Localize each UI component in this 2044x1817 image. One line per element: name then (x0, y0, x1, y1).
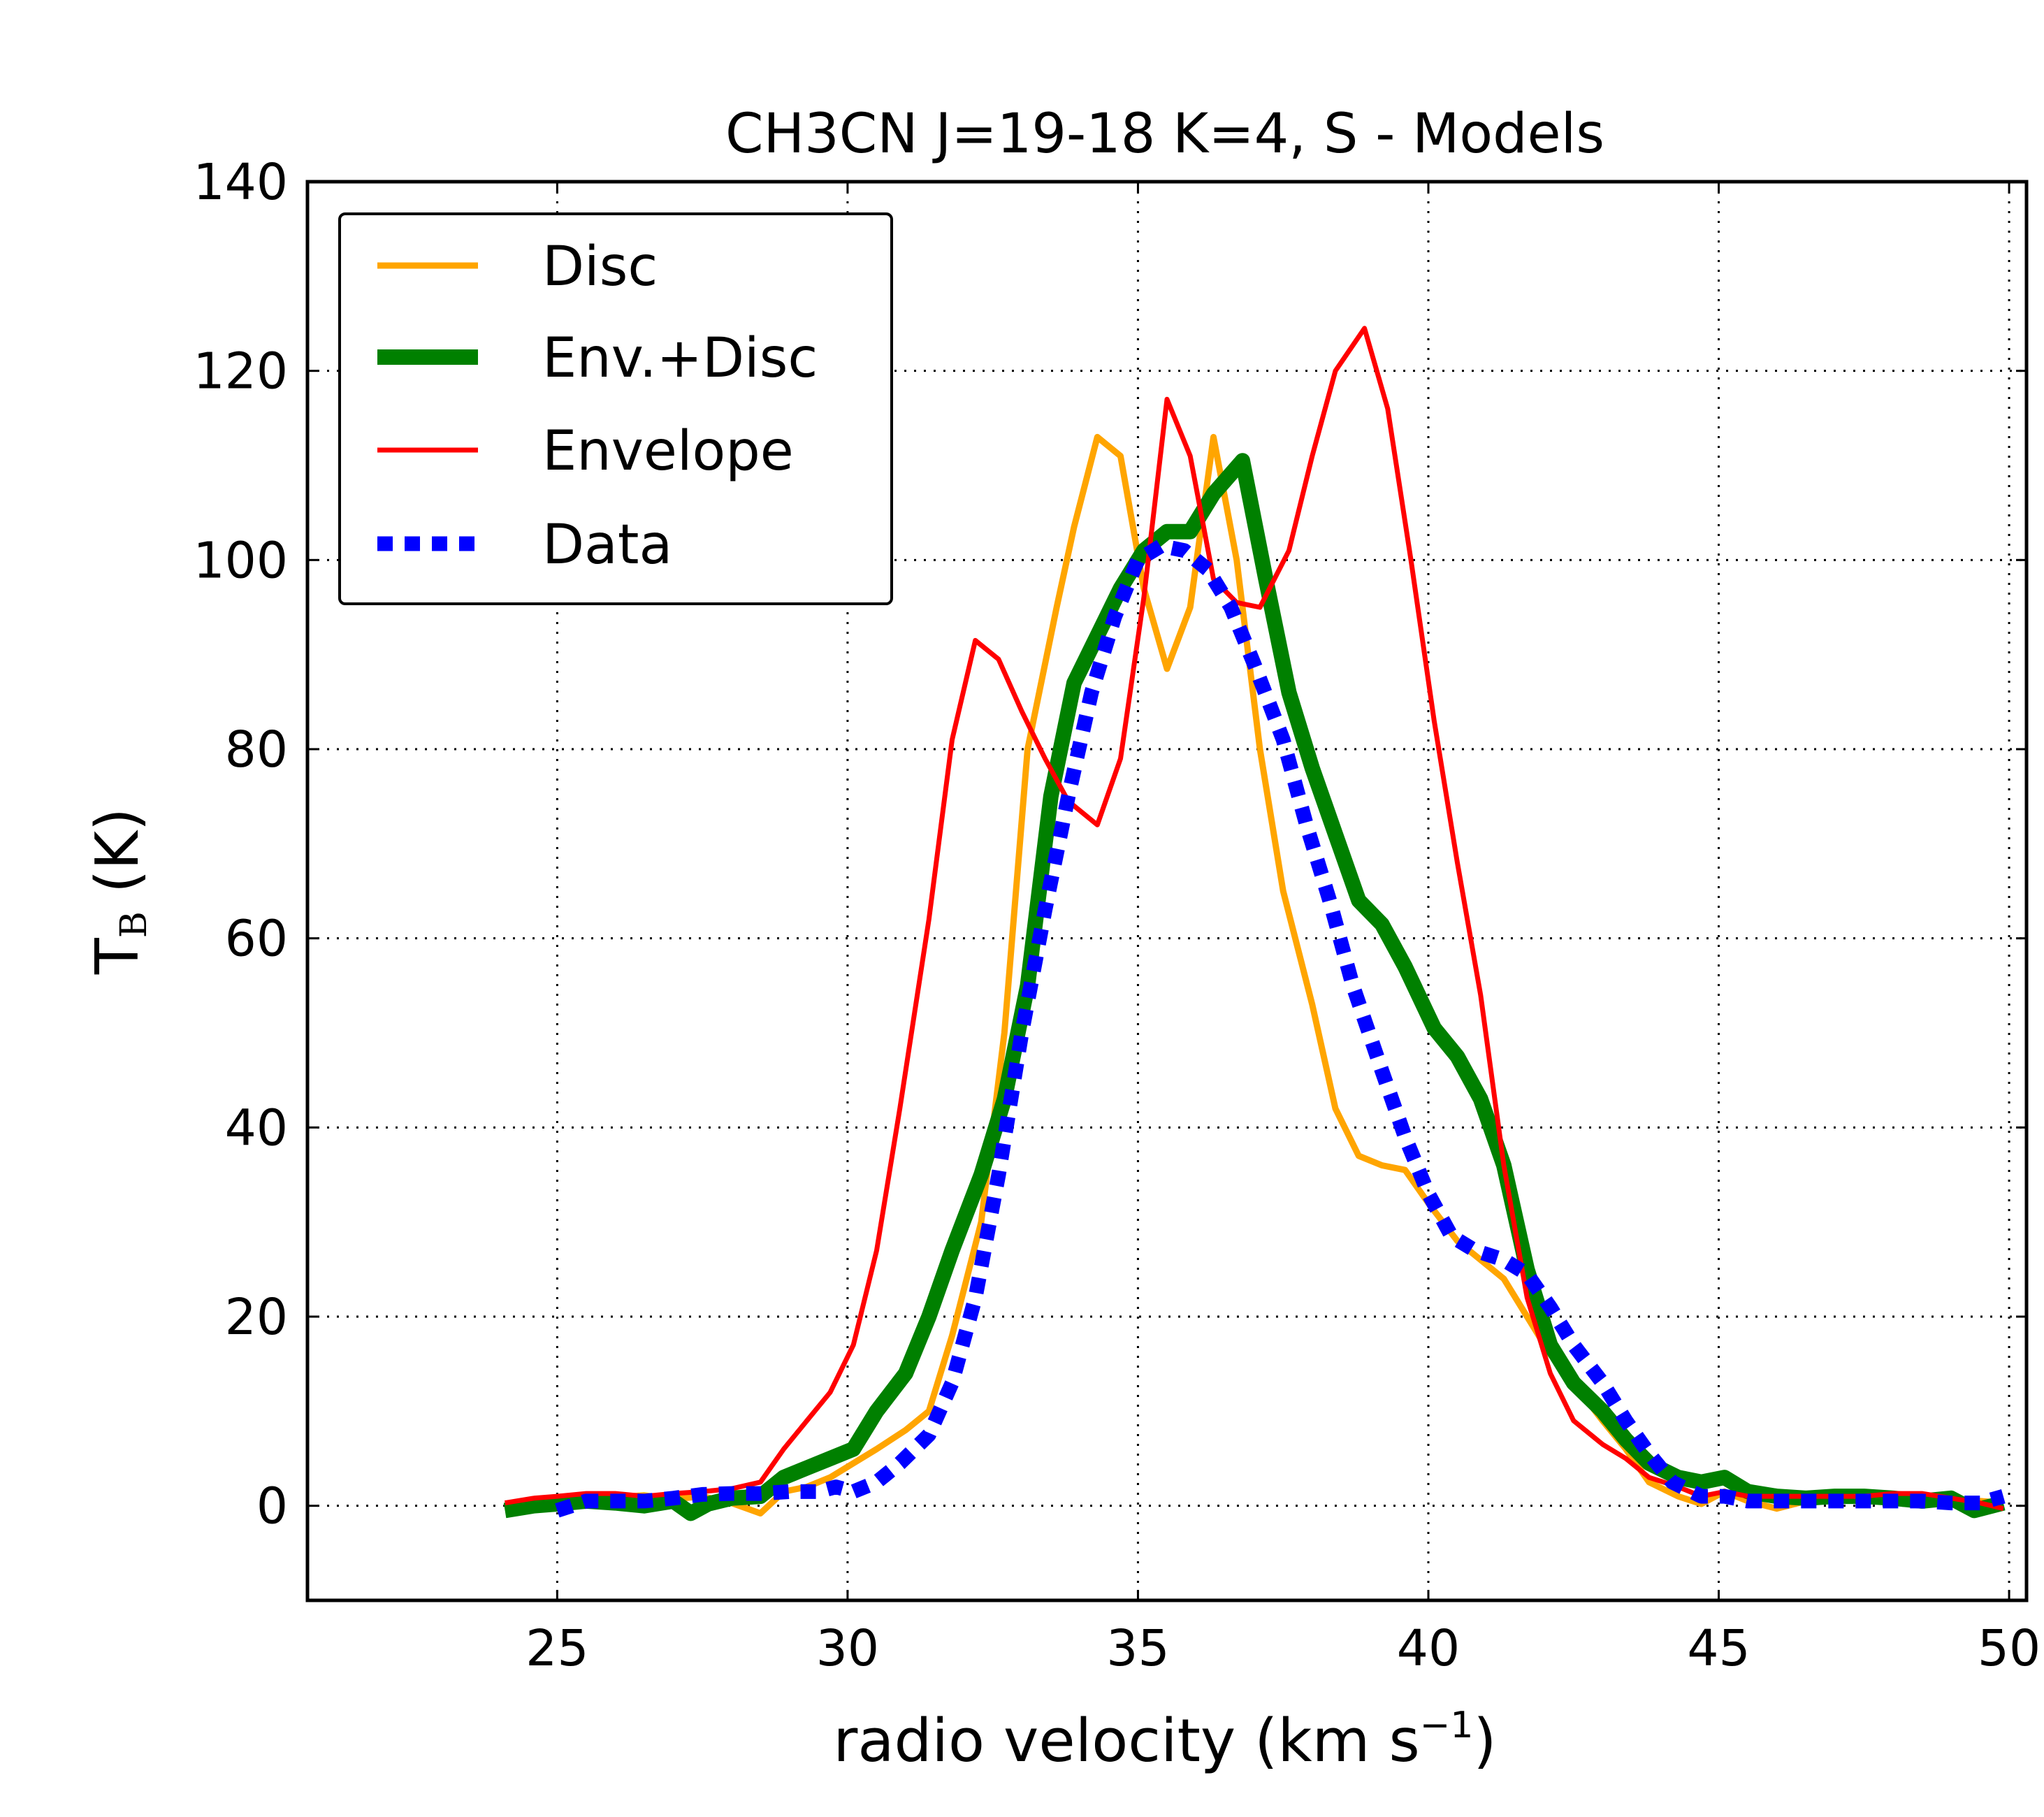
x-axis-label-close: ) (1473, 1707, 1496, 1776)
y-tick-label: 80 (225, 721, 288, 779)
y-tick-label: 120 (193, 342, 288, 400)
legend-box (338, 212, 893, 605)
y-axis-label-unit: (K) (83, 808, 152, 893)
x-tick-label: 25 (526, 1619, 588, 1677)
chart-title: CH3CN J=19-18 K=4, S - Models (725, 103, 1604, 166)
y-axis-label: TB(K) (83, 808, 155, 975)
x-tick-label: 40 (1397, 1619, 1460, 1677)
legend: Disc Env.+Disc Envelope Data (338, 212, 893, 605)
x-tick-label: 35 (1106, 1619, 1169, 1677)
x-tick-label: 45 (1687, 1619, 1750, 1677)
x-tick-label: 30 (816, 1619, 879, 1677)
legend-label-data: Data (542, 514, 672, 577)
y-tick-label: 20 (225, 1288, 288, 1346)
legend-label-disc: Disc (542, 236, 658, 298)
y-tick-label: 100 (193, 531, 288, 589)
axis-ticks: 25 30 35 40 45 50 0 20 40 60 80 100 120 140 (193, 153, 2041, 1677)
legend-label-envelope: Envelope (542, 420, 794, 483)
y-tick-label: 60 (225, 910, 288, 968)
x-axis-label: radio velocity (km s−1) (833, 1704, 1496, 1776)
legend-label-env-disc: Env.+Disc (542, 327, 818, 390)
y-axis-label-sub: B (113, 911, 155, 938)
series-layer (503, 326, 2006, 1521)
y-tick-label: 40 (225, 1099, 288, 1157)
plot-frame (305, 180, 2029, 1602)
y-tick-label: 140 (193, 153, 288, 211)
x-axis-label-sup: −1 (1420, 1704, 1474, 1746)
y-tick-label: 0 (256, 1477, 288, 1535)
x-tick-label: 50 (1978, 1619, 2041, 1677)
